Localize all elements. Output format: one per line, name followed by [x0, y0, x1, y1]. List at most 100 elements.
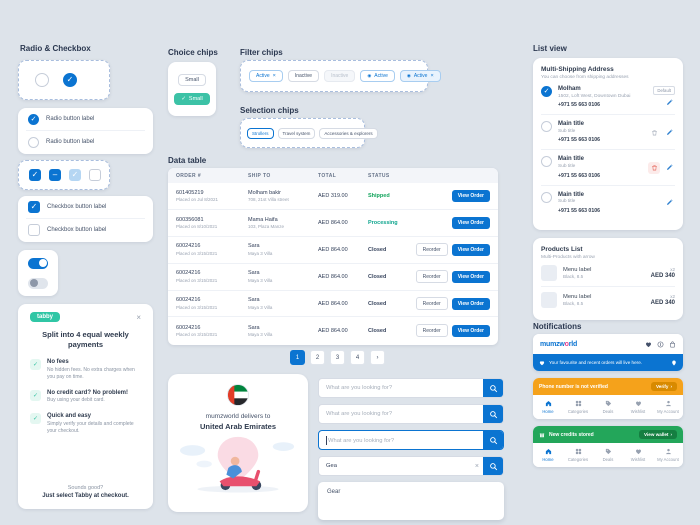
filter-chip-active-icon[interactable]: ◉ Active — [360, 70, 395, 82]
reorder-button[interactable]: Reorder — [415, 324, 448, 338]
radio-unchecked[interactable] — [541, 156, 552, 168]
radio-option-selected[interactable]: ✓ Radio button label — [18, 108, 153, 130]
view-order-button[interactable]: View Order — [451, 189, 490, 202]
checkbox-checked[interactable]: ✓ — [29, 169, 41, 181]
toggle-off[interactable] — [28, 277, 48, 289]
nav-label: My Account — [657, 456, 679, 462]
user-icon — [665, 400, 672, 407]
ship-to-cell: Sara Maya 3 Villa — [248, 325, 318, 338]
nav-item-my-account[interactable]: My Account — [653, 400, 683, 414]
page-button-2[interactable]: 2 — [310, 350, 325, 365]
nav-item-my-account[interactable]: My Account — [653, 448, 683, 462]
verify-button[interactable]: Verify › — [650, 382, 677, 391]
delete-address-button[interactable] — [648, 161, 660, 174]
chevron-right-icon: › — [670, 432, 672, 437]
radio-unchecked[interactable] — [541, 191, 552, 203]
checkbox-option-selected[interactable]: ✓ Checkbox button label — [18, 196, 153, 218]
selection-chip-selected[interactable]: Strollers — [247, 127, 274, 139]
page-button-4[interactable]: 4 — [350, 350, 365, 365]
edit-address-button[interactable] — [663, 197, 675, 209]
view-order-button[interactable]: View Order — [451, 297, 490, 310]
radio-unchecked[interactable] — [541, 121, 552, 133]
page-button-1[interactable]: 1 — [290, 350, 305, 365]
selection-chip[interactable]: Travel system — [277, 127, 316, 139]
view-order-button[interactable]: View Order — [451, 324, 490, 337]
nav-item-categories[interactable]: Categories — [563, 400, 593, 414]
toggle-on[interactable] — [28, 257, 48, 269]
filter-chip-active-removable[interactable]: Active × — [249, 70, 283, 82]
view-wallet-button[interactable]: View wallet › — [639, 430, 677, 439]
search-button[interactable] — [483, 405, 503, 423]
reorder-button[interactable]: Reorder — [415, 243, 448, 257]
mumzworld-app-bar: mumzworld — [533, 334, 683, 354]
search-input[interactable] — [319, 411, 483, 417]
product-list-item[interactable]: Menu label Black, 8.5 x2 AED 340 — [541, 287, 675, 313]
radio-unchecked[interactable] — [35, 73, 49, 87]
search-input[interactable] — [319, 463, 471, 469]
nav-label: Categories — [567, 408, 589, 414]
search-input[interactable] — [319, 385, 483, 391]
nav-item-wishlist[interactable]: Wishlist — [623, 400, 653, 414]
wishlist-icon[interactable] — [645, 341, 652, 348]
edit-address-button[interactable] — [663, 96, 675, 108]
search-button[interactable] — [483, 431, 503, 449]
ship-to-cell: Sara Maya 3 Villa — [248, 270, 318, 283]
address-line: Sub title — [558, 128, 576, 134]
search-input[interactable]: What are you looking for? — [319, 435, 483, 445]
radio-option-unselected[interactable]: Radio button label — [18, 131, 153, 153]
order-number: 600356081 — [176, 216, 204, 223]
nav-item-home[interactable]: Home — [533, 400, 563, 414]
reorder-button[interactable]: Reorder — [415, 297, 448, 310]
chip-label: Inactive — [294, 73, 313, 79]
view-order-button[interactable]: View Order — [451, 216, 490, 229]
view-order-button[interactable]: View Order — [451, 243, 490, 256]
delete-address-button[interactable] — [648, 126, 660, 138]
tabby-footer-question: Sounds good? — [67, 485, 104, 491]
page-button-3[interactable]: 3 — [330, 350, 345, 365]
search-button[interactable] — [483, 379, 503, 397]
chip-label: Small — [188, 95, 203, 102]
filter-chip-selected-icon-removable[interactable]: ◉ Active × — [399, 70, 441, 82]
reorder-button[interactable]: Reorder — [415, 270, 448, 284]
edit-address-button[interactable] — [663, 126, 675, 138]
check-icon: ✓ — [30, 115, 37, 123]
checkbox-states-box: ✓ – ✓ — [18, 160, 110, 190]
table-row: 601405219 Placed on Jul 8/2021 Molham ba… — [168, 183, 498, 210]
edit-address-button[interactable] — [663, 162, 675, 174]
info-icon[interactable] — [657, 341, 664, 348]
cart-icon[interactable] — [669, 341, 676, 348]
nav-item-categories[interactable]: Categories — [563, 448, 593, 462]
toggle-knob — [29, 279, 38, 287]
product-list-item[interactable]: Menu label Black, 8.5 x2 AED 340 — [541, 260, 675, 287]
choice-chip-selected[interactable]: ✓ Small — [174, 92, 210, 105]
close-icon[interactable]: × — [136, 312, 141, 322]
nav-item-deals[interactable]: Deals — [593, 400, 623, 414]
selection-chip[interactable]: Accessories & explorers — [319, 127, 378, 139]
nav-item-home[interactable]: Home — [533, 448, 563, 462]
chevron-right-icon: › — [670, 384, 672, 389]
radio-checked[interactable]: ✓ — [63, 73, 77, 87]
filter-chip-default[interactable]: Inactive — [287, 70, 320, 82]
address-item[interactable]: Main title Sub title +971 55 663 0106 — [541, 150, 675, 186]
search-suggestion-item[interactable]: Gear — [327, 489, 341, 495]
radio-checked[interactable]: ✓ — [541, 86, 552, 97]
checkbox-indeterminate[interactable]: – — [49, 169, 61, 181]
checkbox-checked-disabled[interactable]: ✓ — [69, 169, 81, 181]
nav-item-deals[interactable]: Deals — [593, 448, 623, 462]
next-page-button[interactable]: › — [370, 350, 385, 365]
address-item[interactable]: Main title Sub title +971 55 663 0106 — [541, 186, 675, 220]
order-cell: 60024216 Placed on 3/15/2021 — [176, 297, 248, 310]
checkbox-option-unselected[interactable]: Checkbox button label — [18, 219, 153, 241]
clear-icon[interactable]: × — [471, 463, 483, 470]
address-item[interactable]: Main title Sub title +971 55 663 0106 — [541, 115, 675, 151]
choice-chip-default[interactable]: Small — [178, 73, 206, 86]
checkbox-option-label: Checkbox button label — [47, 204, 107, 210]
checkbox-unchecked[interactable] — [89, 169, 101, 181]
close-icon[interactable]: × — [430, 73, 434, 79]
address-item-selected[interactable]: ✓ Molham 1502, Loft West, Downtown Dubai… — [541, 80, 675, 116]
nav-item-wishlist[interactable]: Wishlist — [623, 448, 653, 462]
grid-icon — [575, 400, 582, 407]
view-order-button[interactable]: View Order — [451, 270, 490, 283]
close-icon[interactable]: × — [272, 73, 276, 79]
search-button[interactable] — [483, 457, 503, 475]
